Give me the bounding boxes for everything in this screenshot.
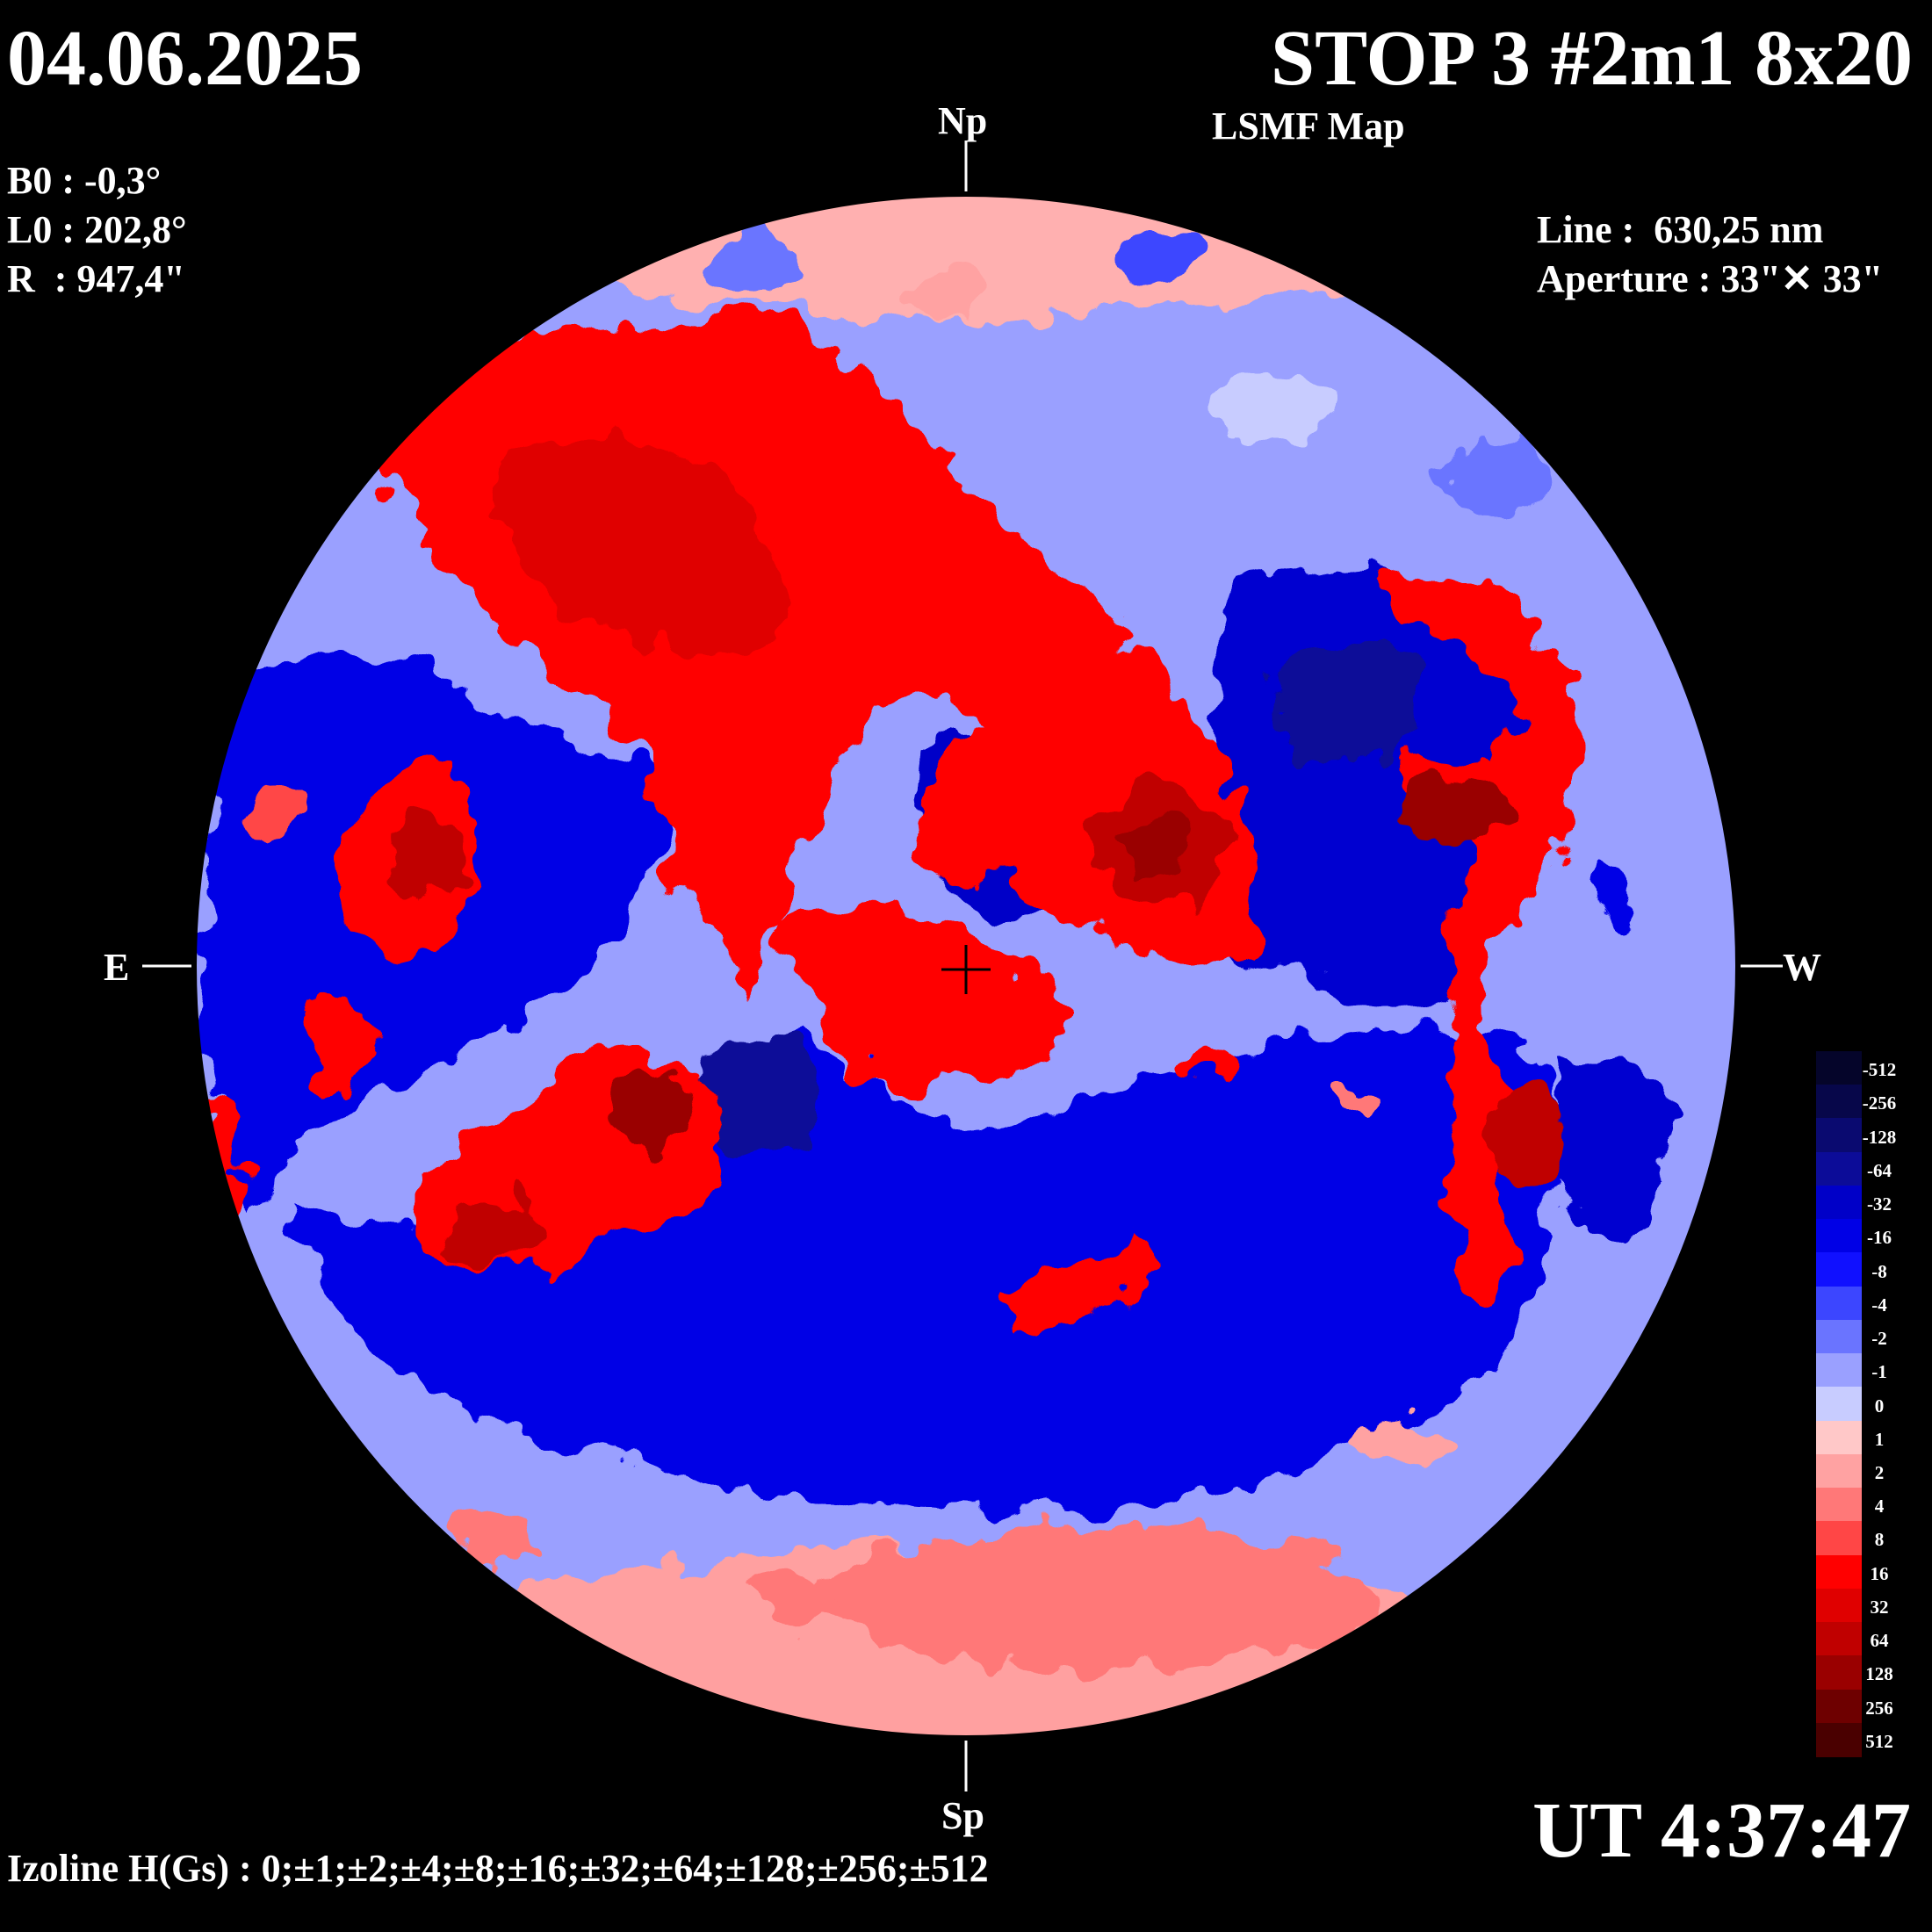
legend-swatch bbox=[1816, 1420, 1862, 1455]
legend-swatch bbox=[1816, 1286, 1862, 1321]
legend-swatch bbox=[1816, 1085, 1862, 1120]
param-l0: L0 : 202,8° bbox=[7, 208, 187, 251]
legend-label: 128 bbox=[1865, 1663, 1893, 1685]
param-b0: B0 : -0,3° bbox=[7, 159, 162, 202]
disk-field bbox=[196, 196, 1736, 1736]
north-pole-label: Np bbox=[938, 99, 988, 142]
legend-label: -128 bbox=[1862, 1126, 1897, 1148]
param-radius: R : 947,4" bbox=[7, 257, 185, 300]
legend-label: 4 bbox=[1874, 1496, 1885, 1517]
legend-label: 1 bbox=[1874, 1428, 1885, 1450]
legend-swatch bbox=[1816, 1722, 1862, 1757]
legend-label: 0 bbox=[1874, 1395, 1885, 1417]
legend-label: -512 bbox=[1862, 1059, 1897, 1081]
legend-swatch bbox=[1816, 1118, 1862, 1153]
legend-label: 8 bbox=[1874, 1529, 1885, 1551]
legend-swatch bbox=[1816, 1588, 1862, 1624]
legend-swatch bbox=[1816, 1319, 1862, 1355]
aperture: Aperture : 33"✕ 33" bbox=[1537, 257, 1884, 300]
legend-swatch bbox=[1816, 1252, 1862, 1287]
legend-label: 64 bbox=[1870, 1630, 1889, 1652]
legend-label: -8 bbox=[1871, 1260, 1887, 1282]
center-crosshair bbox=[941, 945, 991, 994]
legend-label: 16 bbox=[1870, 1562, 1889, 1584]
legend-swatch bbox=[1816, 1219, 1862, 1254]
legend-swatch bbox=[1816, 1689, 1862, 1724]
ut-time: UT 4:37:47 bbox=[1532, 1787, 1911, 1874]
legend-label: 512 bbox=[1865, 1730, 1893, 1752]
east-label: E bbox=[104, 946, 130, 989]
legend-label: -16 bbox=[1867, 1227, 1892, 1249]
legend-label: 32 bbox=[1870, 1596, 1889, 1618]
map-title: STOP 3 #2m1 8x20 bbox=[1271, 15, 1913, 102]
legend-label: -2 bbox=[1871, 1328, 1887, 1350]
legend-label: -64 bbox=[1867, 1159, 1892, 1181]
color-scale-legend bbox=[1816, 1051, 1862, 1757]
legend-swatch bbox=[1816, 1387, 1862, 1422]
spectral-line: Line : 630,25 nm bbox=[1537, 208, 1824, 251]
axis-ticks bbox=[142, 141, 1783, 1791]
legend-swatch bbox=[1816, 1051, 1862, 1086]
legend-label: 2 bbox=[1874, 1461, 1885, 1483]
legend-swatch bbox=[1816, 1185, 1862, 1221]
legend-swatch bbox=[1816, 1353, 1862, 1388]
map-subtitle: LSMF Map bbox=[1212, 105, 1405, 148]
legend-swatch bbox=[1816, 1521, 1862, 1556]
west-label: W bbox=[1783, 946, 1821, 989]
legend-swatch bbox=[1816, 1151, 1862, 1186]
legend-label: -4 bbox=[1871, 1294, 1887, 1316]
observation-date: 04.06.2025 bbox=[7, 15, 363, 102]
legend-swatch bbox=[1816, 1453, 1862, 1489]
legend-label: 256 bbox=[1865, 1697, 1893, 1719]
legend-swatch bbox=[1816, 1554, 1862, 1590]
izoline-levels: Izoline H(Gs) : 0;±1;±2;±4;±8;±16;±32;±6… bbox=[7, 1847, 989, 1890]
legend-label: -1 bbox=[1871, 1361, 1887, 1383]
legend-swatch bbox=[1816, 1488, 1862, 1523]
legend-label: -32 bbox=[1867, 1193, 1892, 1215]
south-pole-label: Sp bbox=[941, 1794, 984, 1837]
legend-swatch bbox=[1816, 1622, 1862, 1657]
legend-swatch bbox=[1816, 1655, 1862, 1690]
legend-label: -256 bbox=[1862, 1092, 1897, 1114]
